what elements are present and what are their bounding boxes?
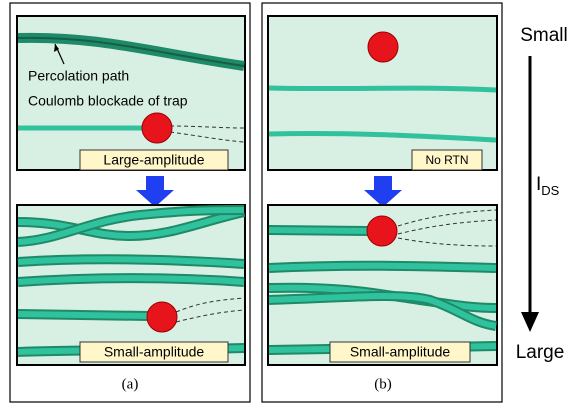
label: No RTN [425, 153, 468, 167]
annotation: Percolation path [28, 68, 129, 84]
trap [367, 216, 397, 246]
label: Small-amplitude [104, 344, 205, 360]
caption: (b) [374, 376, 392, 392]
label: Large-amplitude [103, 152, 204, 168]
label: Small-amplitude [350, 344, 451, 360]
trap [147, 302, 177, 332]
axis-bottom: Large [516, 342, 565, 363]
annotation: Coulomb blockade of trap [28, 93, 188, 109]
trap [142, 113, 172, 143]
axis-arrow [521, 312, 539, 332]
caption: (a) [122, 376, 139, 392]
axis-top: Small [520, 25, 568, 46]
axis-label-sub: DS [541, 183, 559, 198]
figure: Percolation path Coulomb blockade of tra… [0, 0, 586, 408]
path [269, 88, 496, 90]
axis-label: IDS [536, 174, 560, 198]
trap [368, 32, 398, 62]
